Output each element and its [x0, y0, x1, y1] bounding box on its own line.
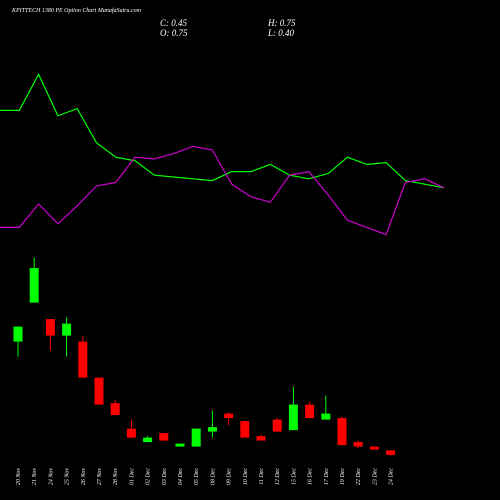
x-tick-label: 19 Dec — [340, 468, 346, 485]
candle-body — [369, 446, 379, 450]
candle-body — [13, 326, 23, 342]
candle-body — [321, 413, 331, 420]
x-tick-label: 21 Nov — [32, 468, 38, 486]
x-tick-label: 16 Dec — [308, 468, 314, 485]
candle-body — [159, 433, 169, 441]
x-tick-label: 24 Nov — [47, 468, 54, 486]
x-tick-label: 27 Nov — [97, 468, 103, 486]
x-tick-label: 04 Dec — [177, 468, 184, 485]
candle-body — [256, 436, 266, 441]
x-tick-label: 12 Dec — [275, 468, 281, 485]
x-tick-label: 15 Dec — [291, 468, 297, 485]
candle-body — [62, 323, 72, 336]
x-tick-label: 23 Dec — [372, 468, 378, 485]
candle-body — [110, 403, 120, 416]
x-tick-label: 10 Dec — [243, 468, 249, 485]
line-series — [0, 145, 445, 236]
x-tick-label: 20 Nov — [16, 468, 22, 486]
candle-body — [94, 377, 104, 405]
x-tick-label: 05 Dec — [194, 468, 200, 485]
candle-body — [126, 428, 136, 438]
candle-body — [45, 319, 55, 336]
x-tick-label: 24 Dec — [388, 468, 395, 485]
candle-body — [288, 404, 298, 431]
candle-body — [143, 437, 153, 443]
x-tick-label: 02 Dec — [146, 468, 152, 485]
candle-body — [191, 428, 201, 447]
x-tick-label: 03 Dec — [162, 468, 168, 485]
high-label: H: 0.75 — [267, 18, 296, 28]
x-tick-label: 01 Dec — [129, 468, 135, 485]
x-tick-label: 09 Dec — [227, 468, 233, 485]
open-label: O: 0.75 — [160, 28, 188, 38]
candle-body — [240, 421, 250, 438]
candle-body — [305, 404, 315, 419]
x-tick-label: 25 Nov — [65, 468, 71, 486]
candle-body — [78, 341, 88, 378]
x-tick-label: 17 Dec — [324, 468, 330, 485]
low-label: L: 0.40 — [267, 28, 295, 38]
x-tick-label: 26 Nov — [81, 468, 87, 486]
x-tick-label: 11 Dec — [259, 468, 265, 485]
candle-body — [337, 418, 347, 446]
candle-body — [224, 413, 234, 419]
x-tick-label: 08 Dec — [210, 468, 216, 485]
candle-body — [175, 443, 185, 447]
x-tick-label: 22 Dec — [356, 468, 362, 485]
candle-body — [207, 427, 217, 432]
candle-body — [353, 442, 363, 447]
candle-body — [29, 268, 39, 303]
line-series — [0, 73, 445, 189]
close-label: C: 0.45 — [160, 18, 188, 28]
candle-body — [386, 450, 396, 455]
x-tick-label: 28 Nov — [113, 468, 119, 486]
chart-title: KPITTECH 1380 PE Option Chart ManafaSutr… — [11, 7, 142, 14]
candle-body — [272, 419, 282, 432]
